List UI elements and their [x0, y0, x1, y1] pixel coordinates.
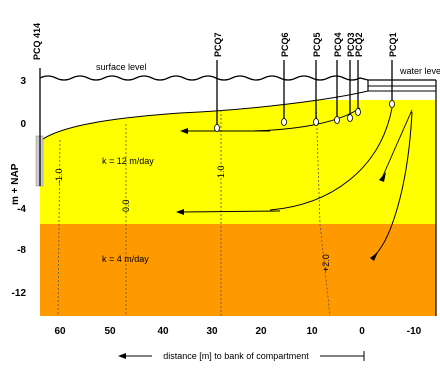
equipotential-contours: [57, 99, 331, 317]
flow-arrow-3-head: [370, 252, 378, 261]
screen-pcq6: [281, 118, 287, 126]
screen-pcq5: [313, 118, 319, 126]
well-label-pcq5: PCQ5: [312, 32, 322, 57]
flow-line-2: [269, 107, 393, 211]
surface-level-label: surface level: [96, 62, 147, 72]
well-label-pcq3: PCQ3: [346, 32, 356, 57]
contour-label-1: -1.0: [54, 168, 64, 184]
y-tick-minus4: -4: [17, 204, 26, 215]
x-tick-40: 40: [157, 326, 169, 337]
screen-pcq2: [355, 108, 361, 116]
x-tick-20: 20: [255, 326, 267, 337]
flow-arrow-2-head: [176, 209, 184, 215]
x-tick-60: 60: [54, 326, 66, 337]
well-label-pcq2: PCQ2: [354, 32, 364, 57]
well-label-pcq4: PCQ4: [333, 32, 343, 57]
contour-line-1: [57, 139, 61, 317]
distance-label-bg: [152, 349, 320, 362]
x-tick-30: 30: [206, 326, 218, 337]
y-tick-0: 0: [20, 119, 26, 130]
water-level-label: water level: [399, 66, 440, 76]
y-tick-minus8: -8: [17, 245, 26, 256]
well-label-pcq414: PCQ 414: [32, 23, 42, 60]
flow-line-3: [374, 111, 413, 256]
observation-wells: [39, 60, 393, 186]
screen-pcq4: [334, 116, 340, 124]
surface-level-line: [39, 75, 436, 81]
y-tick-minus12: -12: [12, 288, 27, 299]
well-label-pcq6: PCQ6: [280, 32, 290, 57]
flow-arrow-4: [381, 109, 413, 179]
x-axis-label: distance [m] to bank of compartment: [163, 351, 309, 361]
y-axis-label: m + NAP: [10, 163, 21, 205]
x-tick-minus10: -10: [407, 326, 422, 337]
lower-layer-label: k = 4 m/day: [102, 254, 149, 264]
x-tick-50: 50: [104, 326, 116, 337]
screen-pcq1: [389, 100, 395, 108]
distance-arrow-head: [118, 353, 126, 359]
screen-pcq7: [214, 124, 220, 132]
x-tick-0: 0: [359, 326, 365, 337]
flow-arrow-1-head: [180, 128, 188, 134]
well-label-pcq1: PCQ1: [388, 32, 398, 57]
water-table-line: [39, 90, 436, 142]
flow-arrows: [176, 109, 413, 261]
screen-pcq3: [347, 114, 353, 122]
contour-line-4: [315, 99, 331, 317]
contour-label-4: +2.0: [321, 254, 331, 272]
well-label-pcq7: PCQ7: [213, 32, 223, 57]
y-tick-3: 3: [20, 76, 26, 87]
contour-label-3: 1.0: [216, 165, 226, 178]
x-tick-10: 10: [306, 326, 318, 337]
flow-arrow-2: [181, 210, 281, 213]
lower-aquifer-layer: [40, 224, 436, 316]
upper-layer-label: k = 12 m/day: [102, 156, 154, 166]
contour-label-2: 0.0: [121, 199, 131, 212]
well-screens: [214, 100, 395, 132]
